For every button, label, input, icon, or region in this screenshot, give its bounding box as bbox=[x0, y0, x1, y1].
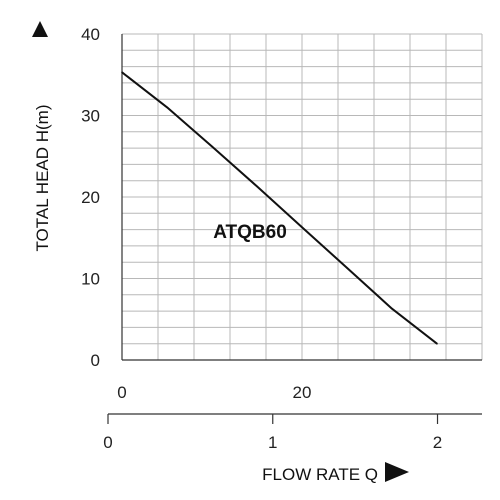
y-tick-label: 0 bbox=[91, 351, 100, 370]
data-point bbox=[301, 226, 303, 228]
x-tick-label: 20 bbox=[293, 383, 312, 402]
x-axis-title: FLOW RATE Q bbox=[262, 465, 378, 484]
data-point bbox=[346, 267, 348, 269]
y-tick-label: 40 bbox=[81, 25, 100, 44]
tick-labels: 0 10 20 30 40 0 20 0 1 2 bbox=[81, 25, 442, 452]
axes bbox=[107, 34, 482, 424]
series-line bbox=[121, 71, 438, 345]
x-axis-arrow-icon bbox=[385, 462, 409, 482]
secondary-x-tick-label: 0 bbox=[103, 433, 112, 452]
data-point bbox=[256, 185, 258, 188]
data-point bbox=[436, 342, 438, 345]
x-tick-label: 0 bbox=[117, 383, 126, 402]
data-point bbox=[166, 106, 168, 109]
series-label: ATQB60 bbox=[213, 222, 287, 243]
data-point bbox=[211, 145, 213, 148]
grid bbox=[121, 33, 483, 361]
y-axis-title: TOTAL HEAD H(m) bbox=[33, 104, 52, 251]
data-point bbox=[391, 307, 393, 310]
y-tick-label: 10 bbox=[81, 270, 100, 289]
data-point bbox=[121, 71, 123, 74]
y-tick-label: 20 bbox=[81, 188, 100, 207]
series-layer bbox=[121, 71, 438, 345]
y-tick-label: 30 bbox=[81, 107, 100, 126]
secondary-x-tick-label: 2 bbox=[433, 433, 442, 452]
secondary-x-tick-label: 1 bbox=[268, 433, 277, 452]
y-axis-arrow-icon bbox=[32, 21, 48, 37]
